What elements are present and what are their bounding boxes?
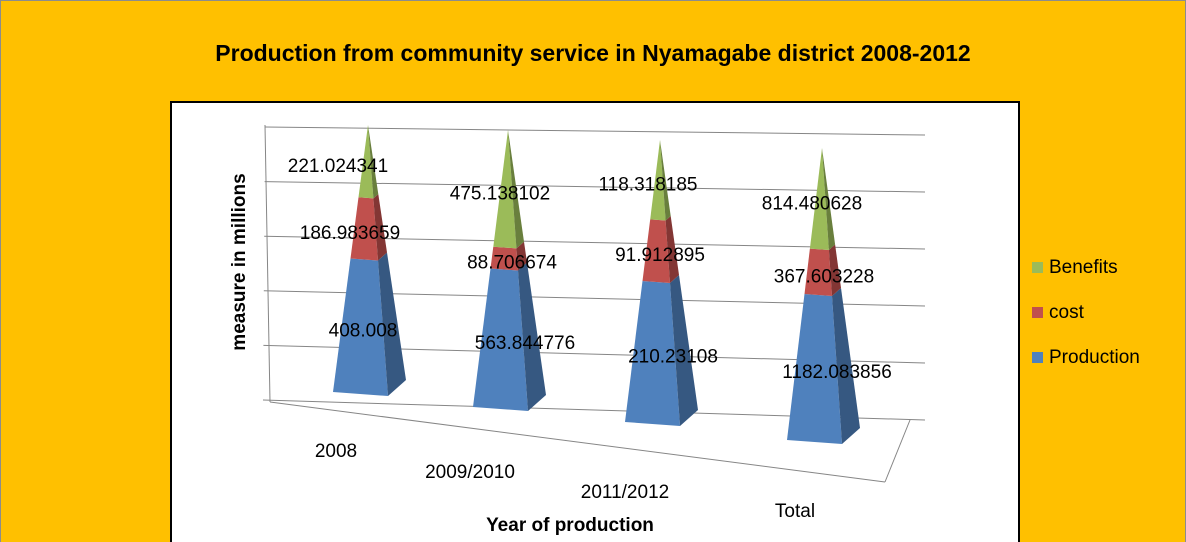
data-label: 88.706674 [467,253,557,274]
legend-label: cost [1049,302,1085,323]
legend-swatch [1032,262,1043,273]
pyramid-segment [358,125,379,199]
pyramid-front-face [625,281,680,426]
pyramid-side-face [832,288,860,444]
data-label: 814.480628 [762,193,862,214]
pyramid-side-face [822,148,836,250]
pyramid-front-face [473,268,528,411]
pyramid-side-face [516,241,527,271]
data-label: 475.138102 [450,183,550,204]
legend-label: Production [1049,347,1140,368]
pyramid-segment [650,140,671,221]
data-label: 118.318185 [599,175,698,196]
pyramid-front-face [809,148,829,250]
pyramid-front-face [350,197,378,261]
x-tick-label: Total [775,501,815,522]
data-label: 91.912895 [615,245,705,266]
chart-title: Production from community service in Nya… [215,40,970,66]
pyramid-segment [642,216,679,283]
data-label: 186.983659 [300,223,400,244]
pyramid-side-face [665,216,679,283]
data-label: 408.008 [329,320,398,341]
left-wall-edge [264,124,271,403]
data-label: 221.024341 [288,156,388,177]
floor-right-edge [884,419,911,483]
pyramid-front-face [650,140,666,221]
pyramid-side-face [368,125,379,199]
pyramid-front-face [358,125,374,199]
pyramid-front-face [804,248,832,296]
pyramid-side-face [378,252,406,396]
legend-swatch [1032,352,1043,363]
pyramid-segment [625,275,698,426]
data-label: 563.844776 [475,333,575,354]
pyramid-front-face [493,130,517,249]
pyramid-side-face [828,244,841,296]
pyramid-front-face [642,219,670,283]
pyramid-segment [473,262,546,411]
pyramid-segment [804,244,841,296]
pyramid-side-face [670,275,698,426]
data-label: 367.603228 [774,266,874,287]
pyramid-segment [809,148,836,250]
pyramid-segment [350,194,387,261]
pyramid-front-face [333,258,388,396]
floor-front-edge [269,401,886,483]
pyramid-segment [787,288,860,444]
pyramid-segment [333,252,406,396]
pyramid-side-face [518,262,546,411]
plot-area [170,101,1020,542]
legend-label: Benefits [1049,257,1118,278]
pyramid-side-face [508,130,524,249]
legend-swatch [1032,307,1043,318]
pyramid-front-face [490,246,518,271]
data-label: 210.23108 [628,347,718,368]
pyramid-segment [490,241,527,271]
x-tick-label: 2009/2010 [425,462,515,483]
data-label: 1182.083856 [782,362,892,383]
pyramid-front-face [787,294,842,444]
pyramid-side-face [373,194,387,261]
pyramid-side-face [660,140,671,221]
grid-line [264,126,926,136]
pyramid-segment [493,130,524,249]
y-axis-title: measure in millions [229,173,250,350]
x-tick-label: 2011/2012 [581,482,669,503]
x-tick-label: 2008 [315,441,357,462]
x-axis-title: Year of production [486,515,654,536]
